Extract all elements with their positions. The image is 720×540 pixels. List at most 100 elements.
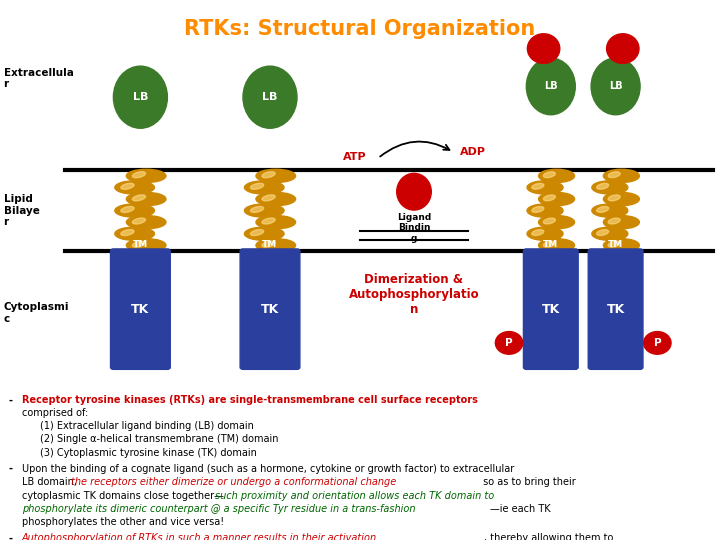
- Text: TM: TM: [608, 240, 624, 248]
- Ellipse shape: [592, 227, 628, 240]
- Ellipse shape: [245, 204, 284, 217]
- Text: -: -: [9, 395, 13, 406]
- Ellipse shape: [132, 241, 145, 247]
- Ellipse shape: [245, 227, 284, 240]
- Ellipse shape: [527, 33, 560, 64]
- Text: the receptors either dimerize or undergo a conformational change: the receptors either dimerize or undergo…: [71, 477, 396, 487]
- Ellipse shape: [644, 332, 671, 354]
- Text: phosphorylate its dimeric counterpart @ a specific Tyr residue in a trans-fashio: phosphorylate its dimeric counterpart @ …: [22, 504, 415, 514]
- Text: (1) Extracellular ligand binding (LB) domain: (1) Extracellular ligand binding (LB) do…: [40, 421, 253, 431]
- Text: Dimerization &
Autophosphorylatio
n: Dimerization & Autophosphorylatio n: [348, 273, 480, 316]
- Text: ATP: ATP: [343, 152, 366, 161]
- Ellipse shape: [603, 192, 639, 206]
- Text: TK: TK: [541, 302, 560, 316]
- Text: TK: TK: [606, 302, 625, 316]
- Text: ADP: ADP: [460, 147, 486, 157]
- Ellipse shape: [608, 241, 620, 247]
- Ellipse shape: [532, 206, 544, 212]
- Ellipse shape: [532, 230, 544, 235]
- Ellipse shape: [539, 215, 575, 229]
- Ellipse shape: [591, 58, 640, 115]
- Text: -: -: [9, 464, 13, 474]
- Ellipse shape: [115, 227, 154, 240]
- Text: Receptor tyrosine kinases (RTKs) are single-transmembrane cell surface receptors: Receptor tyrosine kinases (RTKs) are sin…: [22, 395, 477, 406]
- Ellipse shape: [597, 184, 608, 189]
- Ellipse shape: [544, 172, 555, 178]
- Ellipse shape: [127, 239, 166, 252]
- Ellipse shape: [608, 195, 620, 201]
- Text: TK: TK: [261, 302, 279, 316]
- Ellipse shape: [251, 183, 264, 190]
- Ellipse shape: [608, 172, 620, 178]
- Ellipse shape: [132, 172, 145, 178]
- Ellipse shape: [597, 230, 608, 235]
- Text: P: P: [654, 338, 661, 348]
- FancyBboxPatch shape: [588, 249, 643, 369]
- Ellipse shape: [603, 239, 639, 252]
- FancyBboxPatch shape: [111, 249, 171, 369]
- Ellipse shape: [262, 172, 275, 178]
- Ellipse shape: [527, 181, 563, 194]
- Ellipse shape: [603, 169, 639, 183]
- Text: -: -: [9, 534, 13, 540]
- Text: RTKs: Structural Organization: RTKs: Structural Organization: [184, 19, 536, 39]
- Ellipse shape: [256, 239, 296, 252]
- Ellipse shape: [532, 184, 544, 189]
- Text: LB: LB: [544, 82, 557, 91]
- Text: Extracellula
r: Extracellula r: [4, 68, 73, 89]
- Text: Upon the binding of a cognate ligand (such as a hormone, cytokine or growth fact: Upon the binding of a cognate ligand (su…: [22, 464, 514, 474]
- Text: LB: LB: [609, 82, 622, 91]
- Ellipse shape: [115, 181, 154, 194]
- Ellipse shape: [121, 183, 134, 190]
- Ellipse shape: [526, 58, 575, 115]
- Text: TM: TM: [262, 240, 278, 248]
- Text: Lipid
Bilaye
r: Lipid Bilaye r: [4, 194, 40, 227]
- FancyBboxPatch shape: [523, 249, 578, 369]
- Text: TK: TK: [131, 302, 150, 316]
- Ellipse shape: [527, 204, 563, 217]
- Ellipse shape: [495, 332, 523, 354]
- Ellipse shape: [132, 218, 145, 224]
- Text: Autophosphorylation of RTKs in such a manner results in their activation: Autophosphorylation of RTKs in such a ma…: [22, 534, 377, 540]
- FancyArrowPatch shape: [380, 141, 449, 157]
- Ellipse shape: [251, 206, 264, 212]
- Ellipse shape: [397, 173, 431, 210]
- Ellipse shape: [114, 66, 167, 129]
- Ellipse shape: [245, 181, 284, 194]
- Ellipse shape: [243, 66, 297, 129]
- Ellipse shape: [539, 239, 575, 252]
- Ellipse shape: [251, 230, 264, 235]
- Text: comprised of:: comprised of:: [22, 408, 88, 418]
- Text: (3) Cytoplasmic tyrosine kinase (TK) domain: (3) Cytoplasmic tyrosine kinase (TK) dom…: [40, 448, 256, 458]
- Text: phosphorylates the other and vice versa!: phosphorylates the other and vice versa!: [22, 517, 224, 527]
- Text: P: P: [505, 338, 513, 348]
- Ellipse shape: [121, 206, 134, 212]
- Ellipse shape: [603, 215, 639, 229]
- Text: (2) Single α-helical transmembrane (TM) domain: (2) Single α-helical transmembrane (TM) …: [40, 435, 278, 444]
- Ellipse shape: [127, 169, 166, 183]
- Ellipse shape: [127, 215, 166, 229]
- Ellipse shape: [256, 215, 296, 229]
- Ellipse shape: [256, 169, 296, 183]
- Ellipse shape: [121, 230, 134, 235]
- Ellipse shape: [127, 192, 166, 206]
- Text: LB: LB: [262, 92, 278, 102]
- Text: LB: LB: [132, 92, 148, 102]
- Ellipse shape: [544, 195, 555, 201]
- Text: cytoplasmic TK domains close together—: cytoplasmic TK domains close together—: [22, 490, 223, 501]
- Ellipse shape: [592, 181, 628, 194]
- Text: LB domain,: LB domain,: [22, 477, 80, 487]
- Text: , thereby allowing them to: , thereby allowing them to: [484, 534, 613, 540]
- Ellipse shape: [592, 204, 628, 217]
- Text: so as to bring their: so as to bring their: [480, 477, 575, 487]
- Ellipse shape: [262, 218, 275, 224]
- Ellipse shape: [539, 169, 575, 183]
- Ellipse shape: [544, 218, 555, 224]
- Text: TM: TM: [132, 240, 148, 248]
- Text: TM: TM: [543, 240, 559, 248]
- Ellipse shape: [597, 206, 608, 212]
- Ellipse shape: [262, 241, 275, 247]
- Ellipse shape: [262, 195, 275, 201]
- Ellipse shape: [527, 227, 563, 240]
- Ellipse shape: [539, 192, 575, 206]
